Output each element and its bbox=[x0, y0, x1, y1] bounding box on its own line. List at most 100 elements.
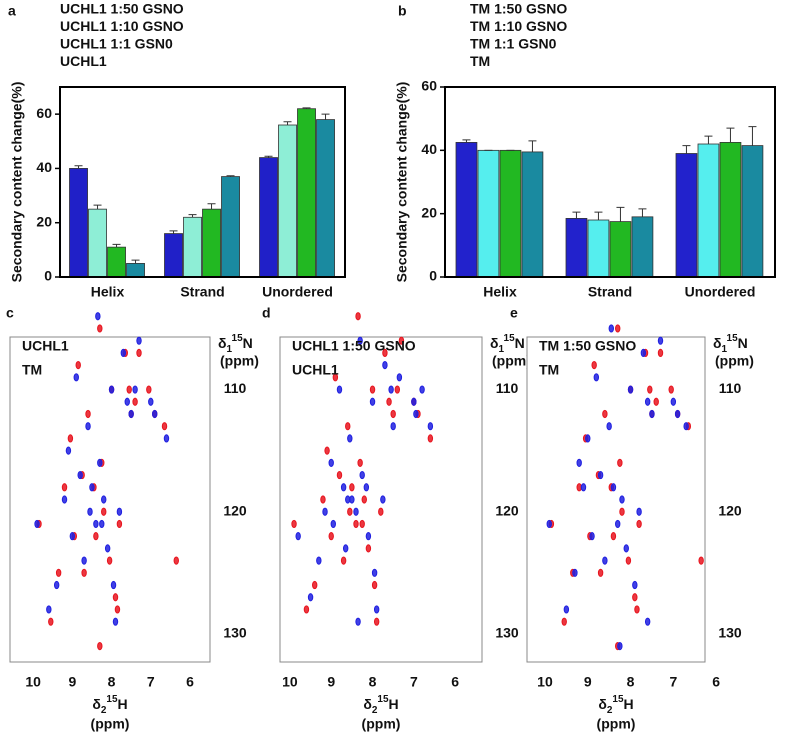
axis-label-part: 15 bbox=[612, 694, 624, 705]
peak bbox=[398, 336, 405, 345]
error-bar bbox=[616, 206, 625, 222]
peak bbox=[413, 409, 419, 419]
peak bbox=[625, 556, 632, 565]
peak bbox=[85, 422, 91, 431]
bar bbox=[477, 149, 500, 278]
error-bar bbox=[283, 121, 292, 125]
peak bbox=[427, 434, 434, 443]
axis-label-part: 2 bbox=[372, 705, 378, 716]
peak bbox=[291, 519, 297, 529]
axis-label-part: 15 bbox=[106, 694, 118, 705]
peak bbox=[591, 361, 597, 370]
axis-label-part: 1 bbox=[722, 344, 728, 355]
error-bar bbox=[594, 211, 603, 220]
peak bbox=[373, 617, 380, 626]
peak bbox=[85, 409, 91, 419]
x-tick-label: 8 bbox=[108, 674, 116, 690]
axis-label-part: 2 bbox=[607, 705, 613, 716]
peak bbox=[355, 312, 361, 321]
peak bbox=[69, 532, 76, 541]
axis-unit: (ppm) bbox=[91, 716, 130, 732]
x-tick-label: 10 bbox=[282, 674, 298, 690]
peak bbox=[173, 556, 179, 565]
bar bbox=[259, 157, 278, 278]
error-bar bbox=[302, 107, 311, 109]
bar bbox=[126, 263, 145, 278]
peak bbox=[77, 470, 83, 480]
peak bbox=[698, 556, 704, 565]
peak bbox=[114, 605, 121, 614]
y-tick-label: 0 bbox=[429, 268, 437, 284]
axis-label-part: 15 bbox=[232, 333, 244, 344]
peak bbox=[394, 385, 401, 394]
error-bar bbox=[704, 135, 713, 144]
peak bbox=[163, 434, 170, 443]
peak bbox=[320, 495, 326, 504]
axis-label: δ115N bbox=[713, 333, 748, 355]
peak bbox=[148, 397, 154, 406]
axis-label-part: δ bbox=[713, 335, 722, 351]
peak bbox=[328, 458, 334, 467]
peak bbox=[640, 348, 647, 357]
peak bbox=[136, 336, 142, 345]
peak bbox=[93, 519, 99, 529]
peak bbox=[572, 568, 578, 577]
y-axis-label: Secondary content change(%) bbox=[9, 82, 25, 283]
x-tick-label: 8 bbox=[627, 674, 635, 690]
peak bbox=[342, 544, 349, 553]
peak bbox=[146, 385, 152, 394]
y-tick-label: 60 bbox=[421, 78, 437, 94]
bar bbox=[697, 143, 720, 278]
error-bar bbox=[748, 126, 757, 146]
peak bbox=[597, 568, 604, 577]
x-tick-label: 8 bbox=[369, 674, 377, 690]
legend-label: UCHL1 1:1 GSN0 bbox=[60, 36, 173, 52]
peak bbox=[653, 397, 659, 406]
axis-unit: (ppm) bbox=[492, 353, 531, 369]
peak bbox=[93, 532, 99, 541]
peak bbox=[365, 532, 372, 541]
peak bbox=[683, 422, 689, 431]
y-tick-label: 20 bbox=[421, 204, 437, 220]
peak bbox=[634, 605, 640, 614]
peak bbox=[589, 532, 595, 541]
peak bbox=[128, 409, 134, 419]
panel-label: d bbox=[262, 305, 271, 321]
axis-label-part: 15 bbox=[377, 694, 389, 705]
peak bbox=[363, 483, 370, 492]
peak bbox=[632, 580, 638, 590]
peak bbox=[349, 483, 355, 492]
peak bbox=[585, 434, 591, 443]
peak bbox=[347, 507, 353, 516]
peak bbox=[644, 397, 651, 406]
error-bar bbox=[264, 155, 273, 158]
peak bbox=[353, 507, 359, 516]
legend-label: TM 1:1 GSN0 bbox=[470, 36, 557, 52]
peak bbox=[610, 483, 617, 492]
bar bbox=[565, 218, 588, 278]
x-tick-label: 6 bbox=[451, 674, 459, 690]
peak bbox=[34, 519, 40, 529]
error-bar bbox=[572, 211, 581, 219]
peak bbox=[355, 617, 361, 626]
legend-label: TM bbox=[539, 362, 559, 378]
peak bbox=[419, 385, 425, 394]
axis-label-part: δ bbox=[598, 696, 607, 712]
peak bbox=[347, 434, 353, 443]
axis-label: δ215H bbox=[92, 694, 127, 716]
axis-label: δ115N bbox=[490, 333, 525, 355]
error-bar bbox=[131, 259, 140, 264]
axis-label-part: H bbox=[389, 696, 399, 712]
y-tick-label: 40 bbox=[421, 141, 437, 157]
peak bbox=[365, 544, 372, 553]
peak bbox=[316, 556, 322, 565]
peak bbox=[576, 483, 582, 492]
peak bbox=[336, 385, 343, 394]
peak bbox=[657, 348, 664, 357]
legend-label: UCHL1 1:10 GSNO bbox=[60, 18, 184, 34]
error-bar bbox=[462, 139, 471, 143]
peak bbox=[136, 348, 142, 357]
bar bbox=[455, 142, 478, 278]
peak bbox=[617, 642, 623, 651]
y-tick-label: 110 bbox=[496, 380, 519, 396]
